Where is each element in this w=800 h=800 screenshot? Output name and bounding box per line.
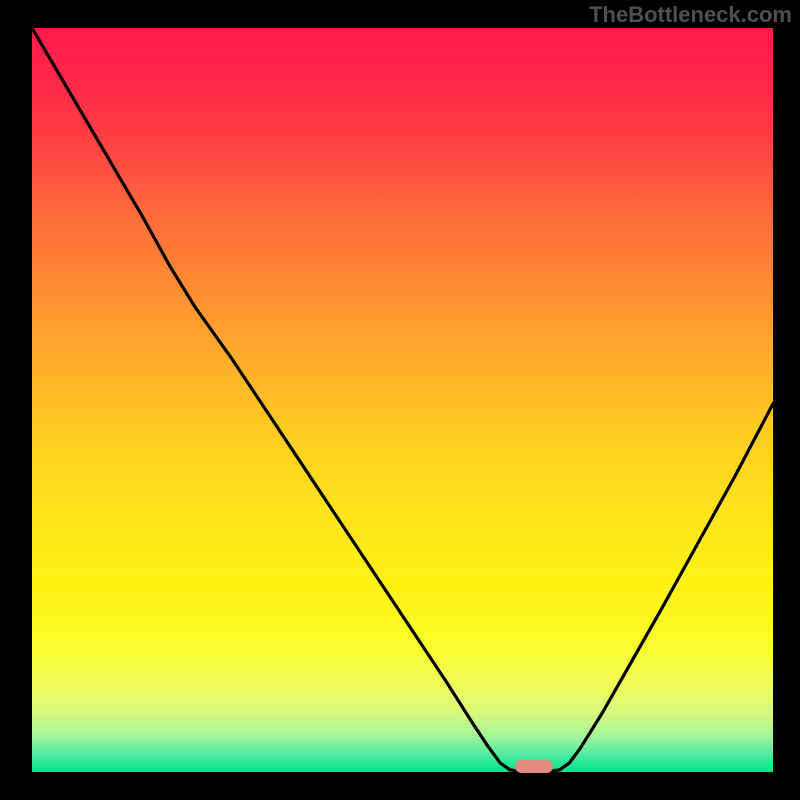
- plot-area: [32, 28, 773, 772]
- optimum-marker: [515, 760, 553, 773]
- watermark-text: TheBottleneck.com: [589, 2, 792, 28]
- chart-container: TheBottleneck.com: [0, 0, 800, 800]
- bottleneck-curve: [32, 28, 773, 772]
